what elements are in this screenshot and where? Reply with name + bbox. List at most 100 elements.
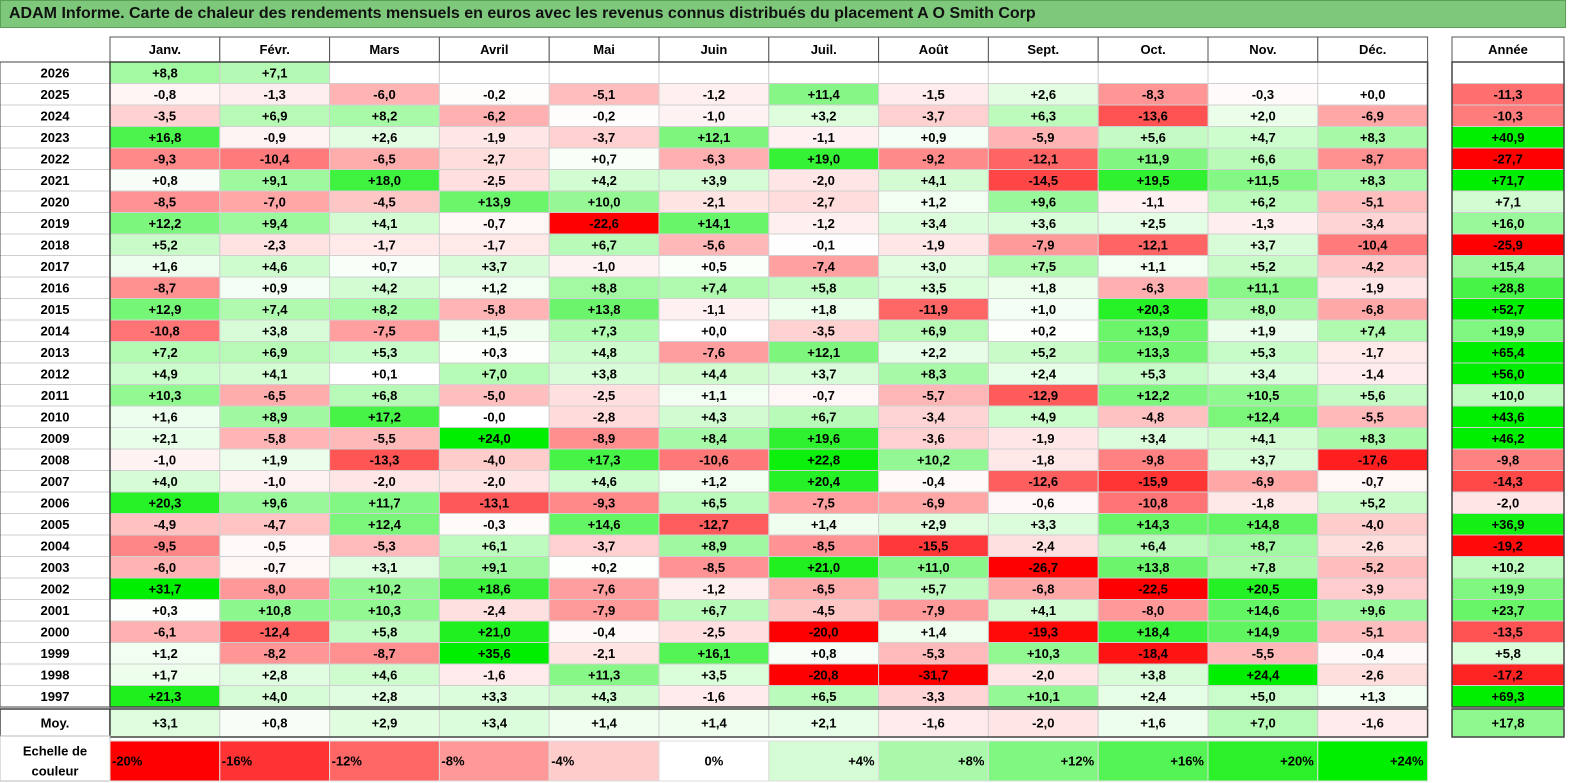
year-label: 2011: [41, 388, 69, 403]
year-label: 2014: [41, 323, 71, 338]
cell-value: +0,1: [372, 366, 398, 381]
annual-value: +69,3: [1492, 689, 1525, 704]
cell-value: -2,3: [263, 237, 285, 252]
year-label: 2026: [41, 65, 70, 80]
year-label: 2022: [41, 151, 70, 166]
cell-value: +2,2: [921, 345, 947, 360]
cell-value: -1,0: [263, 474, 285, 489]
cell-value: +11,1: [1247, 280, 1279, 295]
cell-value: +0,7: [591, 151, 617, 166]
year-label: 2015: [41, 302, 70, 317]
cell-value: -1,2: [703, 581, 725, 596]
cell-value: +1,0: [1030, 302, 1056, 317]
cell-value: +8,9: [262, 409, 288, 424]
cell-value: +4,8: [591, 345, 617, 360]
year-label: 2006: [41, 495, 70, 510]
cell-value: +3,5: [701, 667, 727, 682]
cell-value: +7,4: [701, 280, 727, 295]
scale-label: +8%: [958, 754, 985, 769]
average-value: +2,9: [372, 716, 398, 731]
cell-value: +4,1: [262, 366, 288, 381]
cell-value: +16,8: [148, 130, 181, 145]
heatmap-cell: [329, 61, 440, 84]
annual-value: -9,8: [1497, 452, 1519, 467]
cell-value: -1,2: [703, 87, 725, 102]
cell-value: -7,0: [263, 194, 285, 209]
cell-value: +6,7: [591, 237, 617, 252]
cell-value: +11,4: [808, 87, 841, 102]
scale-label: +4%: [848, 754, 875, 769]
cell-value: +4,6: [591, 474, 617, 489]
cell-value: +4,6: [372, 667, 398, 682]
cell-value: -5,1: [593, 87, 615, 102]
annual-value: +5,8: [1495, 646, 1521, 661]
scale-swatch: [987, 740, 1099, 782]
cell-value: +1,4: [811, 517, 837, 532]
cell-value: -2,1: [593, 646, 615, 661]
cell-value: +20,3: [1137, 302, 1170, 317]
year-label: 2019: [41, 216, 70, 231]
cell-value: +4,1: [1250, 431, 1276, 446]
cell-value: +11,3: [588, 667, 620, 682]
cell-value: +0,0: [701, 323, 727, 338]
cell-value: +6,9: [262, 108, 288, 123]
cell-value: +7,4: [262, 302, 288, 317]
annual-value: +16,0: [1492, 216, 1525, 231]
heatmap-cell: [1207, 61, 1319, 84]
cell-value: -3,3: [922, 689, 944, 704]
cell-value: +3,4: [921, 216, 947, 231]
cell-value: +11,9: [1137, 151, 1169, 166]
cell-value: +21,0: [478, 624, 511, 639]
cell-value: +10,3: [148, 388, 181, 403]
cell-value: -0,5: [263, 538, 285, 553]
cell-value: +2,8: [262, 667, 288, 682]
scale-label: -4%: [551, 754, 575, 769]
cell-value: +13,9: [1137, 323, 1170, 338]
annual-cell: [1451, 61, 1565, 84]
cell-value: +9,6: [1360, 603, 1386, 618]
cell-value: -18,4: [1138, 646, 1168, 661]
cell-value: -1,8: [1032, 452, 1054, 467]
cell-value: +7,2: [152, 345, 178, 360]
cell-value: -6,8: [1361, 302, 1383, 317]
average-value: +1,4: [701, 716, 727, 731]
cell-value: -9,5: [154, 538, 176, 553]
cell-value: +10,5: [1246, 388, 1279, 403]
cell-value: -6,5: [812, 581, 834, 596]
cell-value: -0,8: [154, 87, 176, 102]
cell-value: +6,8: [372, 388, 398, 403]
cell-value: -2,5: [483, 173, 505, 188]
cell-value: +0,7: [372, 259, 398, 274]
cell-value: +0,9: [262, 280, 288, 295]
cell-value: +12,4: [1246, 409, 1280, 424]
cell-value: +12,2: [148, 216, 181, 231]
cell-value: -1,1: [1142, 194, 1164, 209]
heatmap-cell: [438, 61, 550, 84]
annual-value: +23,7: [1492, 603, 1525, 618]
cell-value: -3,9: [1361, 581, 1383, 596]
cell-value: +17,2: [368, 409, 401, 424]
cell-value: -15,5: [919, 538, 949, 553]
cell-value: -5,3: [922, 646, 944, 661]
cell-value: -1,9: [922, 237, 944, 252]
cell-value: +5,6: [1140, 130, 1166, 145]
cell-value: -5,3: [373, 538, 395, 553]
cell-value: +20,3: [148, 495, 181, 510]
cell-value: -5,5: [1361, 409, 1383, 424]
cell-value: +8,3: [1360, 173, 1386, 188]
cell-value: +6,9: [921, 323, 947, 338]
cell-value: +10,1: [1027, 689, 1060, 704]
cell-value: +7,5: [1030, 259, 1056, 274]
cell-value: +19,6: [807, 431, 840, 446]
cell-value: +5,2: [1250, 259, 1276, 274]
annual-value: +28,8: [1492, 280, 1525, 295]
cell-value: -4,5: [812, 603, 834, 618]
scale-swatch: [438, 740, 550, 782]
cell-value: +4,2: [372, 280, 398, 295]
cell-value: -0,2: [593, 108, 615, 123]
annual-value: -13,5: [1493, 624, 1523, 639]
cell-value: -1,0: [154, 452, 176, 467]
cell-value: -12,4: [260, 624, 290, 639]
cell-value: +2,4: [1030, 366, 1056, 381]
cell-value: +4,1: [372, 216, 398, 231]
